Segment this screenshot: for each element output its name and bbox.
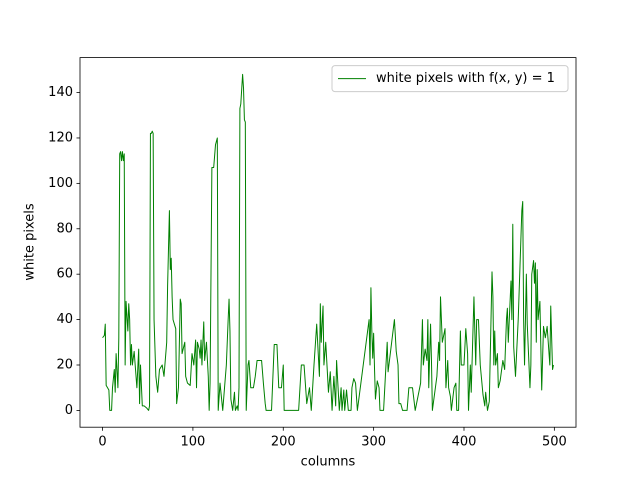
legend-label: white pixels with f(x, y) = 1: [376, 71, 555, 86]
y-tick-label: 0: [65, 403, 73, 418]
x-tick-label: 0: [98, 435, 106, 450]
x-tick-label: 500: [542, 435, 567, 450]
x-axis-label: columns: [301, 455, 356, 470]
x-tick-label: 400: [452, 435, 477, 450]
x-tick-label: 300: [361, 435, 386, 450]
x-tick-label: 100: [180, 435, 205, 450]
y-tick-label: 140: [48, 85, 73, 100]
y-tick-label: 120: [48, 130, 73, 145]
y-tick-label: 80: [56, 221, 73, 236]
legend-box: [331, 65, 569, 93]
y-tick-label: 100: [48, 176, 73, 191]
y-axis-label: white pixels: [23, 203, 38, 280]
y-tick-label: 60: [56, 267, 73, 282]
x-tick-label: 200: [271, 435, 296, 450]
plot-frame: [79, 57, 577, 428]
y-tick-label: 40: [56, 312, 73, 327]
data-line: [102, 73, 554, 411]
y-tick-label: 20: [56, 357, 73, 372]
